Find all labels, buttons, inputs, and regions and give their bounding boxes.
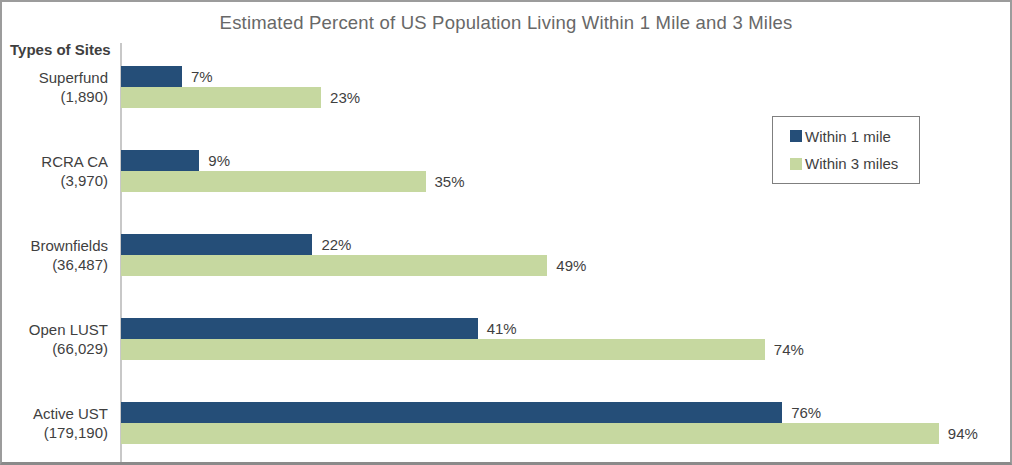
bar-within-3-miles xyxy=(121,339,765,360)
category-name: Brownfields xyxy=(2,236,108,255)
category-label: Open LUST (66,029) xyxy=(2,320,121,358)
legend: Within 1 mile Within 3 miles xyxy=(772,116,920,184)
bar-within-3-miles xyxy=(121,423,939,444)
bar-within-3-miles xyxy=(121,255,547,276)
chart-row-open-lust: Open LUST (66,029) 41% 74% xyxy=(2,297,991,381)
bar-within-3-miles xyxy=(121,171,426,192)
bar-value-label: 41% xyxy=(487,320,517,337)
legend-label: Within 3 miles xyxy=(805,155,898,172)
bar-value-label: 7% xyxy=(191,68,213,85)
category-count: (1,890) xyxy=(2,87,108,106)
bar-value-label: 9% xyxy=(208,152,230,169)
bar-pair: 76% 94% xyxy=(121,402,991,444)
chart-title: Estimated Percent of US Population Livin… xyxy=(2,12,1010,34)
plot-area: Superfund (1,890) 7% 23% RCRA CA (3,970) xyxy=(2,45,991,465)
bar-value-label: 94% xyxy=(948,425,978,442)
bar-value-label: 74% xyxy=(774,341,804,358)
chart-container: Estimated Percent of US Population Livin… xyxy=(0,0,1012,465)
legend-swatch-within-1-mile xyxy=(790,130,802,142)
bar-pair: 41% 74% xyxy=(121,318,991,360)
category-name: Active UST xyxy=(2,404,108,423)
legend-item-within-1-mile: Within 1 mile xyxy=(790,128,919,145)
chart-row-active-ust: Active UST (179,190) 76% 94% xyxy=(2,381,991,465)
bar-within-1-mile xyxy=(121,402,782,423)
category-count: (3,970) xyxy=(2,171,108,190)
category-count: (179,190) xyxy=(2,423,108,442)
bar-pair: 7% 23% xyxy=(121,66,991,108)
category-label: Superfund (1,890) xyxy=(2,68,121,106)
bar-value-label: 49% xyxy=(556,257,586,274)
category-name: Open LUST xyxy=(2,320,108,339)
bar-value-label: 23% xyxy=(330,89,360,106)
category-label: Active UST (179,190) xyxy=(2,404,121,442)
legend-item-within-3-miles: Within 3 miles xyxy=(790,155,919,172)
category-label: Brownfields (36,487) xyxy=(2,236,121,274)
bar-value-label: 22% xyxy=(321,236,351,253)
category-name: RCRA CA xyxy=(2,152,108,171)
bar-within-3-miles xyxy=(121,87,321,108)
bar-value-label: 35% xyxy=(435,173,465,190)
category-label: RCRA CA (3,970) xyxy=(2,152,121,190)
bar-within-1-mile xyxy=(121,150,199,171)
bar-pair: 22% 49% xyxy=(121,234,991,276)
category-name: Superfund xyxy=(2,68,108,87)
bar-within-1-mile xyxy=(121,66,182,87)
category-count: (36,487) xyxy=(2,255,108,274)
chart-row-brownfields: Brownfields (36,487) 22% 49% xyxy=(2,213,991,297)
legend-swatch-within-3-miles xyxy=(790,158,802,170)
bar-within-1-mile xyxy=(121,234,312,255)
bar-value-label: 76% xyxy=(791,404,821,421)
category-count: (66,029) xyxy=(2,339,108,358)
legend-label: Within 1 mile xyxy=(805,128,891,145)
bar-within-1-mile xyxy=(121,318,478,339)
